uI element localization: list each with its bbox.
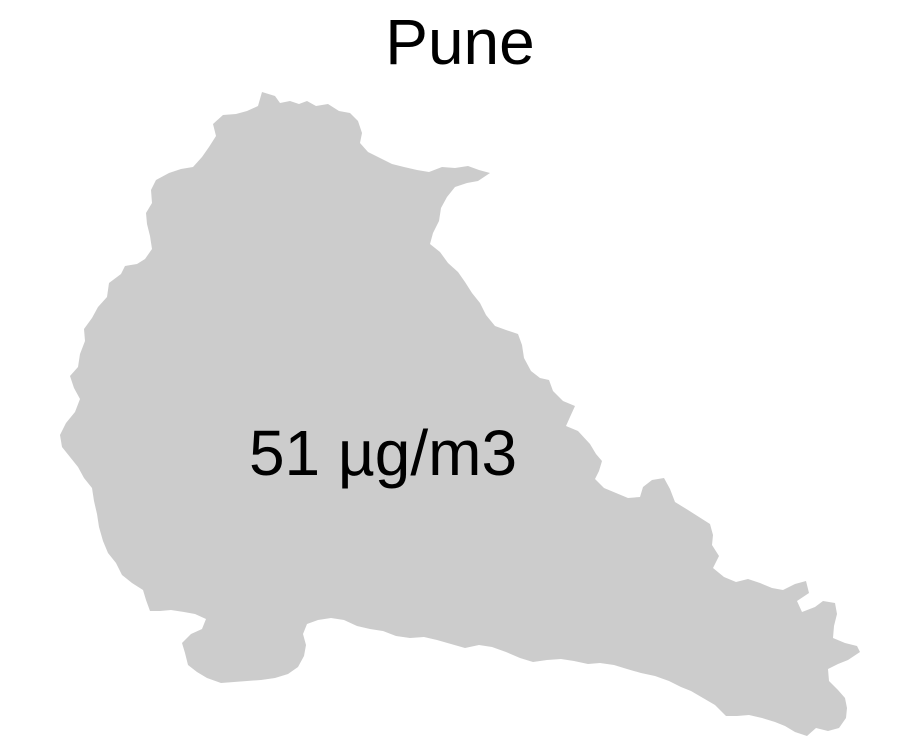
pm25-value-label: 51 µg/m3 — [249, 417, 517, 489]
district-region-pune — [60, 92, 860, 736]
map-title: Pune — [385, 6, 534, 78]
